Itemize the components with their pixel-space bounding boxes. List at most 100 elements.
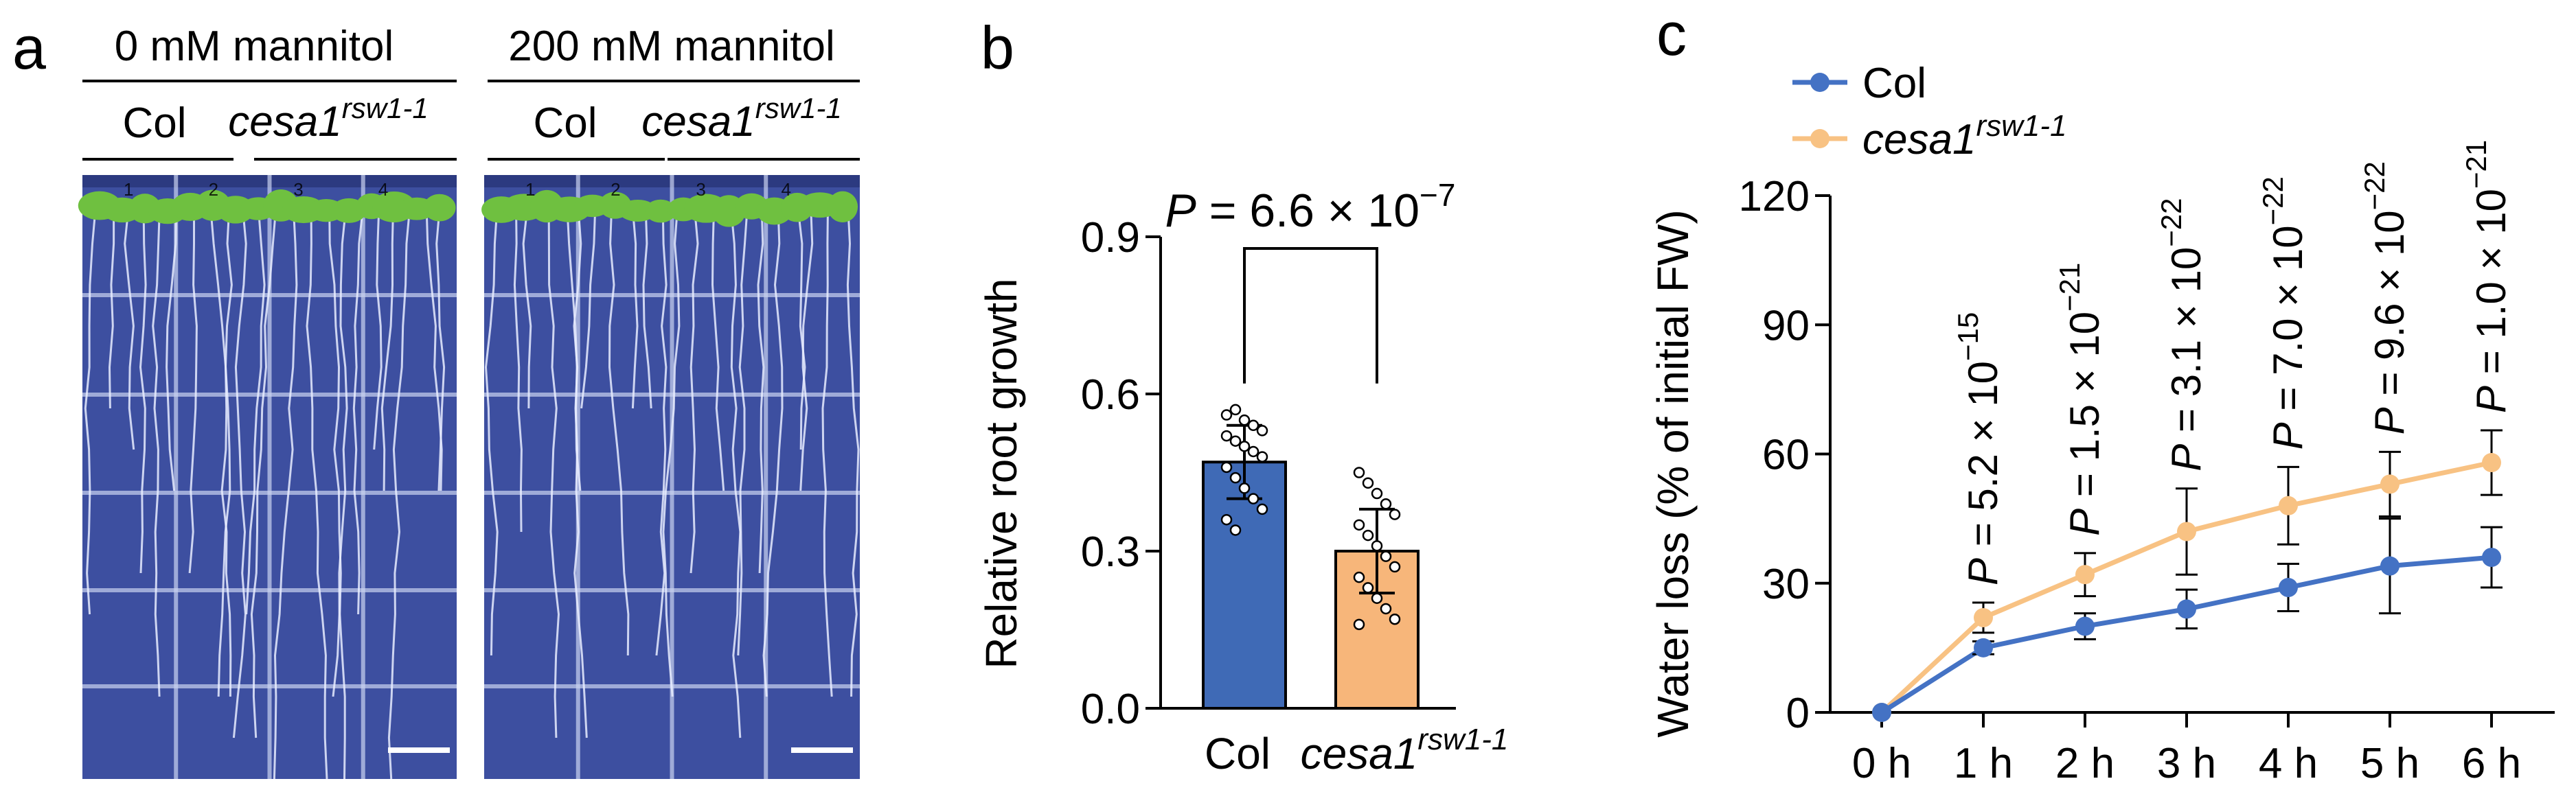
bar-y-tick-label: 0.9 (1081, 214, 1140, 261)
line-x-tick-label: 0 h (1852, 740, 1911, 787)
plate-number-label: 4 (782, 179, 791, 200)
plate-number-label: 3 (293, 179, 303, 200)
bar-y-tick-label: 0.3 (1081, 528, 1140, 576)
bar-data-point (1362, 529, 1374, 542)
bar-data-point (1353, 519, 1365, 531)
bar-chart: 0.0 0.3 0.6 0.9 Col cesa1rsw1-1 P = 6.6 × 10−7 (1081, 177, 1509, 778)
bar-data-point (1353, 618, 1365, 631)
legend-label-1: cesa1rsw1-1 (1862, 109, 2066, 163)
plate-number-label: 2 (611, 179, 620, 200)
panel-letter-b: b (981, 14, 1014, 82)
series-point-1 (1974, 607, 1993, 627)
root-line (332, 202, 348, 697)
root-line (484, 202, 499, 656)
line-y-tick-label: 60 (1762, 432, 1810, 479)
significance-bracket (1243, 247, 1378, 384)
bar-data-point (1256, 503, 1268, 515)
root-line (220, 202, 233, 697)
root-line (689, 202, 699, 574)
legend-label-0: Col (1862, 60, 1926, 107)
bar-data-point (1220, 430, 1233, 442)
bar-0 (1202, 461, 1287, 710)
bar-data-point (1389, 509, 1401, 520)
p-value-label: P = 1.0 × 10−21 (2460, 140, 2514, 413)
line-y-tick-label: 90 (1762, 302, 1810, 349)
line-x-tick-label: 4 h (2259, 740, 2318, 787)
plate-number-label: 1 (124, 179, 133, 200)
bar-data-point (1220, 409, 1233, 421)
bar-category-label: Col (1205, 729, 1270, 778)
root-line (630, 202, 639, 409)
seedling-leaf (645, 199, 676, 223)
scale-bar (388, 747, 450, 753)
root-line (608, 202, 630, 656)
line-y-axis-label: Water loss (% of initial FW) (1648, 209, 1698, 737)
bar-category-label: cesa1rsw1-1 (1301, 723, 1509, 778)
bar-data-point (1220, 461, 1233, 474)
root-line (209, 202, 231, 697)
bar-data-point (1353, 571, 1365, 583)
root-line (796, 202, 806, 450)
line-x-tick-label: 1 h (1954, 740, 2013, 787)
root-line (232, 202, 247, 738)
bar-data-point (1229, 472, 1242, 484)
p-value-label: P = 9.6 × 10−22 (2358, 161, 2413, 434)
line-y-tick-label: 120 (1739, 173, 1810, 220)
root-line (380, 202, 395, 491)
series-point-0 (1872, 703, 1891, 722)
bar-data-point (1229, 524, 1242, 536)
root-line (387, 202, 411, 780)
condition-0mm-title: 0 mM mannitol (115, 23, 394, 70)
seedling-leaf (827, 191, 858, 223)
bar-data-point (1238, 482, 1251, 494)
root-line (328, 202, 346, 780)
series-point-0 (2075, 616, 2095, 636)
panel-letter-a: a (12, 14, 46, 82)
series-point-1 (2482, 453, 2501, 473)
scale-bar (791, 747, 853, 753)
bar-data-point (1362, 477, 1374, 489)
root-line (84, 202, 98, 615)
root-line (245, 202, 266, 615)
bar-y-tick-label: 0.0 (1081, 686, 1140, 733)
series-point-1 (2279, 496, 2298, 515)
p-value-label: P = 1.5 × 10−21 (2053, 263, 2108, 536)
bar-data-point (1238, 441, 1251, 452)
series-point-0 (2177, 599, 2196, 619)
series-point-1 (2075, 565, 2095, 585)
series-point-0 (2482, 548, 2501, 568)
root-line (846, 202, 860, 697)
bar-data-point (1256, 451, 1268, 463)
root-line (655, 202, 668, 656)
line-x-tick-label: 6 h (2462, 740, 2521, 787)
plate-number-label: 3 (696, 179, 705, 200)
genotype-cesa1-200mm: cesa1rsw1-1 (641, 92, 841, 146)
bar-data-point (1247, 445, 1259, 458)
bar-data-point (1238, 414, 1251, 426)
root-line (166, 202, 178, 491)
seedling-leaf (423, 194, 456, 222)
root-line (821, 202, 833, 697)
root-line (547, 202, 560, 738)
root-line (352, 202, 365, 615)
bar-data-point (1371, 540, 1383, 552)
plate-number-label: 4 (378, 179, 388, 200)
root-line (729, 202, 742, 738)
bar-y-tick-label: 0.6 (1081, 371, 1140, 419)
root-line (435, 202, 446, 491)
root-line (139, 202, 147, 574)
bar-data-point (1380, 603, 1392, 615)
p-value-label: P = 7.0 × 10−22 (2257, 176, 2311, 450)
panel-letter-c: c (1656, 0, 1687, 68)
root-line (250, 202, 277, 738)
root-line (108, 202, 115, 409)
root-line (757, 202, 765, 574)
root-line (799, 202, 814, 491)
series-point-0 (1974, 638, 1993, 657)
root-line (580, 202, 597, 409)
genotype-col-0mm: Col (122, 100, 186, 147)
root-line (273, 202, 298, 780)
series-point-1 (2380, 474, 2400, 494)
bar-data-point (1371, 592, 1383, 604)
